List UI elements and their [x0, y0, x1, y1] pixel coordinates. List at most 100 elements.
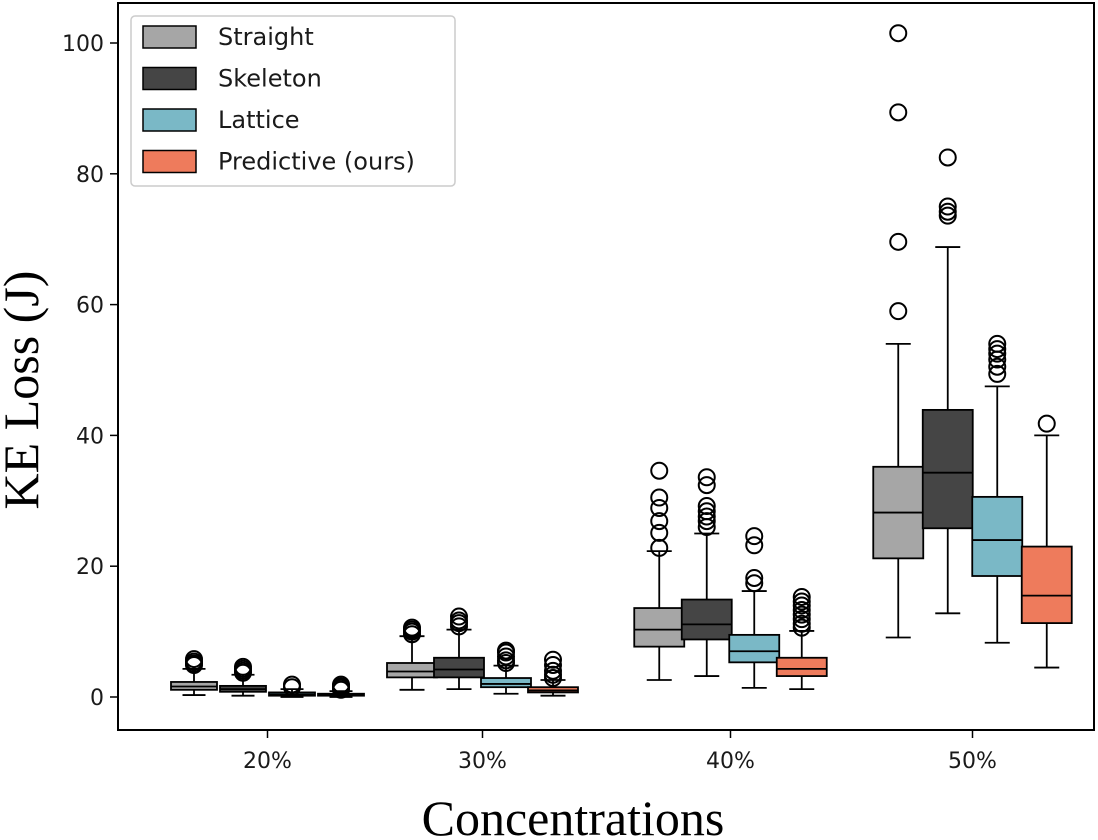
box-straight-0 [170, 650, 218, 696]
legend-item: Lattice [142, 106, 300, 134]
box-lattice-2 [728, 527, 781, 689]
box-straight-3 [872, 24, 925, 639]
outlier-point [234, 657, 252, 676]
outlier-point [889, 302, 908, 321]
outlier-point [544, 655, 562, 674]
outlier-point [697, 507, 716, 526]
outlier-point [332, 675, 350, 694]
legend-label: Skeleton [218, 65, 322, 93]
outlier-point [988, 344, 1007, 363]
outlier-point [403, 618, 421, 637]
outlier-point [988, 340, 1007, 359]
y-tick-label: 60 [76, 294, 104, 319]
outlier-point [544, 661, 562, 680]
legend-item: Straight [142, 23, 314, 51]
box-skeleton-0 [219, 657, 267, 697]
iqr-box [728, 633, 781, 664]
iqr-box [775, 656, 828, 677]
legend-item: Predictive (ours) [142, 148, 415, 176]
outlier-point [745, 574, 764, 593]
outlier-point [650, 523, 669, 542]
legend-label: Lattice [218, 106, 300, 134]
box-straight-1 [386, 618, 438, 691]
y-axis: 0 20 40 60 80 100 [62, 32, 118, 711]
box-lattice-0 [268, 675, 316, 698]
legend-frame [130, 15, 456, 187]
y-tick-label: 0 [90, 686, 104, 711]
y-tick-label: 100 [62, 32, 104, 57]
outlier-point [650, 461, 669, 480]
legend-swatch [142, 25, 197, 49]
box-lattice-3 [971, 334, 1024, 644]
outlier-point [697, 502, 716, 521]
outlier-point [988, 364, 1007, 383]
outlier-point [185, 650, 203, 669]
outlier-point [497, 641, 515, 660]
outlier-point [745, 536, 764, 555]
iqr-box [921, 408, 974, 530]
outlier-point [745, 527, 764, 546]
box-skeleton-1 [433, 607, 485, 691]
plot-area [170, 24, 1073, 699]
legend-swatch [142, 108, 197, 132]
outlier-point [792, 587, 811, 606]
y-tick-label: 40 [76, 424, 104, 449]
x-tick-label: 30% [458, 749, 507, 774]
box-straight-2 [633, 461, 686, 681]
y-tick-label: 20 [76, 555, 104, 580]
x-tick-label: 20% [243, 749, 292, 774]
x-tick-label: 40% [706, 749, 755, 774]
outlier-point [1037, 414, 1056, 433]
box-predictive-ours-2 [775, 587, 828, 691]
box-predictive-ours-0 [317, 675, 365, 699]
legend: Straight Skeleton Lattice Predictive (ours) [130, 15, 456, 187]
outlier-point [544, 650, 562, 669]
y-tick-label: 80 [76, 163, 104, 188]
outlier-point [938, 202, 957, 221]
legend-label: Predictive (ours) [218, 148, 415, 176]
outlier-point [450, 607, 468, 626]
iqr-box [1020, 545, 1073, 624]
outlier-point [889, 24, 908, 43]
x-axis: 20% 30% 40% 50% [243, 730, 997, 774]
iqr-box [680, 598, 733, 641]
outlier-point [745, 568, 764, 587]
box-predictive-ours-3 [1020, 414, 1073, 669]
x-axis-title: Concentrations [422, 790, 725, 840]
iqr-box [433, 656, 485, 679]
outlier-point [792, 610, 811, 629]
iqr-box [386, 662, 438, 679]
legend-label: Straight [218, 23, 314, 51]
x-tick-label: 50% [948, 749, 997, 774]
y-axis-title: KE Loss (J) [0, 271, 49, 510]
box-skeleton-3 [921, 148, 974, 615]
outlier-point [283, 675, 301, 694]
outlier-point [697, 476, 716, 495]
legend-item: Skeleton [142, 65, 322, 93]
iqr-box [633, 607, 686, 648]
iqr-box [971, 495, 1024, 577]
outlier-point [650, 498, 669, 517]
box-lattice-1 [480, 641, 532, 695]
outlier-point [988, 334, 1007, 353]
outlier-point [792, 592, 811, 611]
plot-frame [117, 2, 1095, 731]
outlier-point [792, 605, 811, 624]
legend-swatch [142, 66, 197, 91]
outlier-point [988, 357, 1007, 376]
outlier-point [938, 148, 957, 167]
outlier-point [889, 103, 908, 122]
outlier-point [938, 197, 957, 216]
outlier-point [889, 232, 908, 251]
box-predictive-ours-1 [527, 650, 579, 697]
legend-swatch [142, 149, 197, 174]
outlier-point [697, 497, 716, 516]
outlier-point [938, 206, 957, 225]
box-skeleton-2 [680, 468, 733, 677]
outlier-point [650, 512, 669, 531]
outlier-point [697, 468, 716, 487]
outlier-point [650, 488, 669, 507]
outlier-point [792, 601, 811, 620]
outlier-point [792, 614, 811, 633]
